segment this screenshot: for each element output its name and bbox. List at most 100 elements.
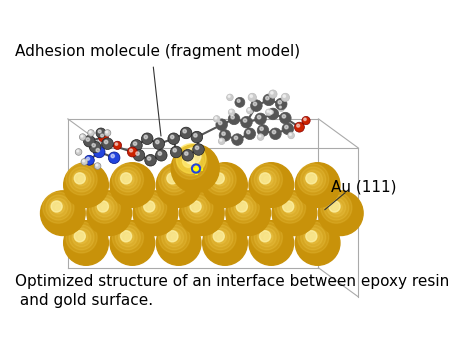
Circle shape (168, 133, 180, 145)
Circle shape (235, 97, 245, 107)
Circle shape (74, 173, 85, 184)
Circle shape (173, 146, 207, 179)
Circle shape (257, 228, 276, 247)
Circle shape (218, 176, 224, 183)
Circle shape (226, 191, 271, 236)
Circle shape (215, 117, 217, 119)
Circle shape (288, 132, 294, 139)
Circle shape (78, 234, 85, 240)
Circle shape (177, 149, 204, 176)
Circle shape (128, 147, 137, 157)
Circle shape (81, 135, 83, 137)
Circle shape (214, 231, 227, 244)
Circle shape (321, 192, 352, 223)
Circle shape (188, 198, 207, 217)
Circle shape (111, 154, 114, 158)
Circle shape (228, 113, 240, 125)
Circle shape (95, 198, 114, 217)
Circle shape (213, 173, 224, 184)
Circle shape (304, 118, 306, 120)
Circle shape (253, 102, 257, 106)
Circle shape (284, 201, 296, 214)
Circle shape (170, 146, 182, 158)
Circle shape (208, 225, 233, 250)
Circle shape (72, 228, 91, 247)
Circle shape (251, 164, 283, 195)
Circle shape (249, 221, 293, 265)
Circle shape (86, 138, 90, 141)
Circle shape (87, 157, 90, 160)
Circle shape (275, 98, 287, 110)
Circle shape (304, 228, 322, 247)
Circle shape (144, 201, 155, 212)
Circle shape (102, 138, 113, 149)
Circle shape (228, 109, 235, 116)
Circle shape (122, 173, 134, 186)
Circle shape (104, 140, 108, 144)
Circle shape (93, 146, 105, 158)
Circle shape (263, 94, 274, 106)
Circle shape (280, 112, 291, 124)
Circle shape (195, 146, 199, 149)
Circle shape (304, 170, 322, 189)
Circle shape (104, 130, 111, 136)
Circle shape (74, 231, 85, 242)
Circle shape (306, 231, 317, 242)
Circle shape (230, 110, 232, 112)
Circle shape (270, 110, 273, 114)
Circle shape (136, 152, 139, 155)
Circle shape (255, 225, 279, 250)
Circle shape (265, 109, 272, 116)
Circle shape (301, 225, 326, 250)
Circle shape (120, 231, 132, 242)
Circle shape (182, 155, 194, 167)
Circle shape (64, 221, 109, 265)
Circle shape (159, 164, 190, 195)
Circle shape (274, 192, 306, 223)
Circle shape (191, 131, 203, 143)
Circle shape (287, 205, 293, 211)
Circle shape (156, 221, 201, 265)
Circle shape (333, 205, 339, 211)
Circle shape (218, 234, 224, 240)
Circle shape (222, 132, 225, 135)
Circle shape (281, 198, 300, 217)
Circle shape (219, 121, 222, 125)
Circle shape (41, 191, 85, 236)
Circle shape (190, 201, 201, 212)
Circle shape (89, 141, 101, 153)
Circle shape (92, 195, 117, 220)
Circle shape (66, 222, 97, 253)
Circle shape (180, 153, 201, 173)
Circle shape (75, 173, 88, 186)
Circle shape (282, 115, 286, 118)
Circle shape (261, 173, 273, 186)
Circle shape (184, 148, 201, 165)
Circle shape (122, 231, 134, 244)
Circle shape (167, 173, 178, 184)
Circle shape (106, 131, 108, 133)
Circle shape (265, 96, 269, 100)
Circle shape (89, 131, 91, 133)
Circle shape (171, 176, 177, 183)
Circle shape (307, 231, 319, 244)
Circle shape (278, 105, 284, 111)
Circle shape (83, 135, 95, 147)
Circle shape (244, 128, 255, 140)
Circle shape (115, 143, 118, 145)
Text: Optimized structure of an interface between epoxy resin
 and gold surface.: Optimized structure of an interface betw… (15, 274, 449, 308)
Circle shape (267, 110, 269, 112)
Circle shape (264, 234, 270, 240)
Text: Au (111): Au (111) (331, 179, 396, 194)
Circle shape (246, 130, 250, 134)
Circle shape (297, 124, 300, 127)
Circle shape (193, 144, 204, 155)
Circle shape (148, 205, 154, 211)
Circle shape (182, 149, 193, 161)
Circle shape (138, 195, 164, 220)
Circle shape (295, 163, 340, 207)
Circle shape (96, 164, 98, 166)
Circle shape (165, 170, 183, 189)
Circle shape (52, 201, 64, 214)
Circle shape (112, 164, 144, 195)
